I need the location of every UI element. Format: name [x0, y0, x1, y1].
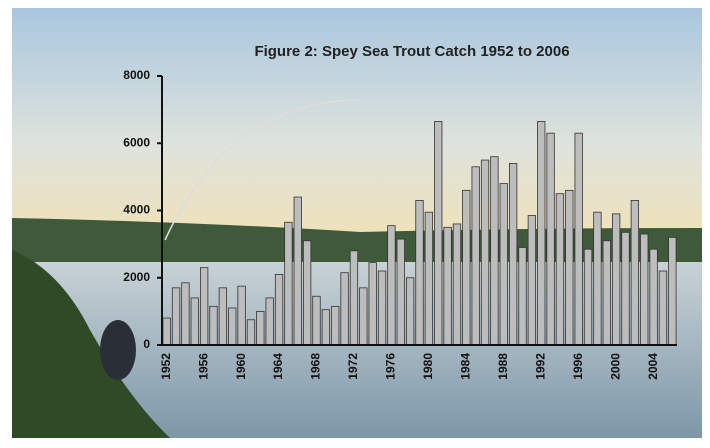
- x-tick-label: 1972: [346, 353, 360, 380]
- bar: [547, 133, 554, 345]
- x-tick-label: 1984: [458, 353, 472, 380]
- x-tick-label: 1980: [421, 353, 435, 380]
- bar: [182, 283, 189, 345]
- bar: [434, 121, 441, 345]
- bar: [444, 227, 451, 345]
- bar: [266, 298, 273, 345]
- bar: [210, 306, 217, 345]
- bar: [612, 214, 619, 345]
- bar: [491, 157, 498, 345]
- bar: [228, 308, 235, 345]
- bar: [509, 163, 516, 345]
- y-tick-label: 6000: [123, 135, 150, 149]
- x-tick-label: 2004: [646, 353, 660, 380]
- x-tick-label: 1976: [384, 353, 398, 380]
- bar: [238, 286, 245, 345]
- bar: [566, 190, 573, 345]
- bar: [500, 184, 507, 345]
- x-tick-label: 1960: [234, 353, 248, 380]
- bar: [369, 263, 376, 345]
- bar: [200, 268, 207, 345]
- bar: [556, 194, 563, 345]
- bar: [622, 232, 629, 345]
- x-tick-label: 1964: [271, 353, 285, 380]
- bar: [322, 310, 329, 345]
- x-tick-label: 1992: [533, 353, 547, 380]
- bar: [631, 200, 638, 345]
- bar: [594, 212, 601, 345]
- page: {"chart_data": {"type": "bar", "title": …: [0, 0, 710, 448]
- bar: [584, 249, 591, 345]
- bar: [640, 234, 647, 345]
- x-tick-label: 1996: [571, 353, 585, 380]
- y-tick-label: 0: [143, 337, 150, 351]
- y-tick-label: 4000: [123, 203, 150, 217]
- bar: [163, 318, 170, 345]
- bar: [331, 306, 338, 345]
- bar: [397, 239, 404, 345]
- bar: [313, 296, 320, 345]
- angler: [100, 320, 136, 380]
- bar: [575, 133, 582, 345]
- chart: Figure 2: Spey Sea Trout Catch 1952 to 2…: [0, 0, 710, 443]
- bar: [303, 241, 310, 345]
- bar: [191, 298, 198, 345]
- y-tick-label: 8000: [123, 68, 150, 82]
- bar: [425, 212, 432, 345]
- bar: [481, 160, 488, 345]
- bar: [659, 271, 666, 345]
- bar: [275, 274, 282, 345]
- bar: [294, 197, 301, 345]
- bar: [603, 241, 610, 345]
- bar: [669, 237, 676, 345]
- bar: [172, 288, 179, 345]
- bar: [350, 251, 357, 345]
- x-tick-label: 1956: [196, 353, 210, 380]
- bar: [463, 190, 470, 345]
- bar: [650, 249, 657, 345]
- bar: [416, 200, 423, 345]
- bar: [378, 271, 385, 345]
- bar: [453, 224, 460, 345]
- x-tick-label: 1968: [309, 353, 323, 380]
- bar: [285, 222, 292, 345]
- bar: [247, 320, 254, 345]
- x-tick-label: 2000: [608, 353, 622, 380]
- bar: [360, 288, 367, 345]
- bar: [257, 311, 264, 345]
- x-tick-label: 1988: [496, 353, 510, 380]
- bar: [341, 273, 348, 345]
- bar: [472, 167, 479, 345]
- bar: [519, 247, 526, 345]
- chart-title: Figure 2: Spey Sea Trout Catch 1952 to 2…: [254, 43, 569, 60]
- bar: [528, 216, 535, 345]
- bar: [388, 226, 395, 345]
- bar: [537, 121, 544, 345]
- bar: [219, 288, 226, 345]
- bar: [406, 278, 413, 345]
- y-tick-label: 2000: [123, 270, 150, 284]
- x-tick-label: 1952: [159, 353, 173, 380]
